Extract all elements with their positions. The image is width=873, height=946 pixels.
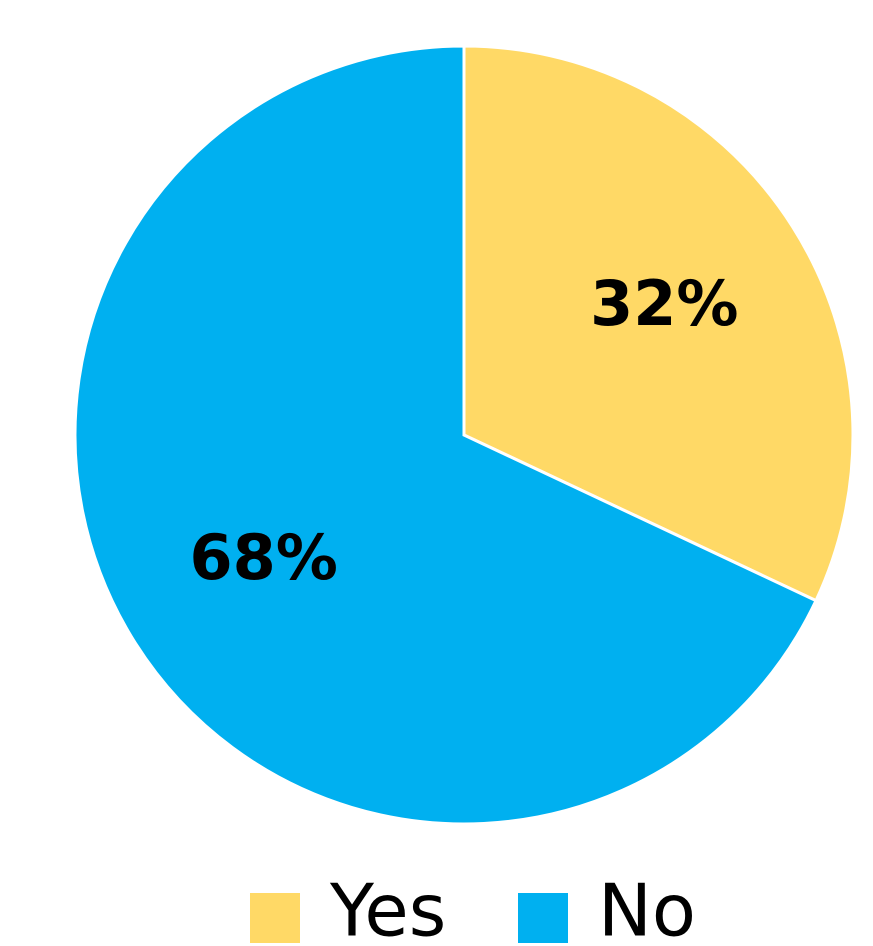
data-label: 32% bbox=[590, 267, 738, 340]
pie-slice bbox=[73, 44, 818, 826]
legend-label: Yes bbox=[329, 869, 446, 946]
legend-swatch bbox=[518, 893, 568, 943]
legend-swatch bbox=[250, 893, 300, 943]
pie-slice bbox=[462, 44, 855, 603]
data-label: 68% bbox=[189, 521, 337, 594]
legend-label: No bbox=[598, 869, 696, 946]
